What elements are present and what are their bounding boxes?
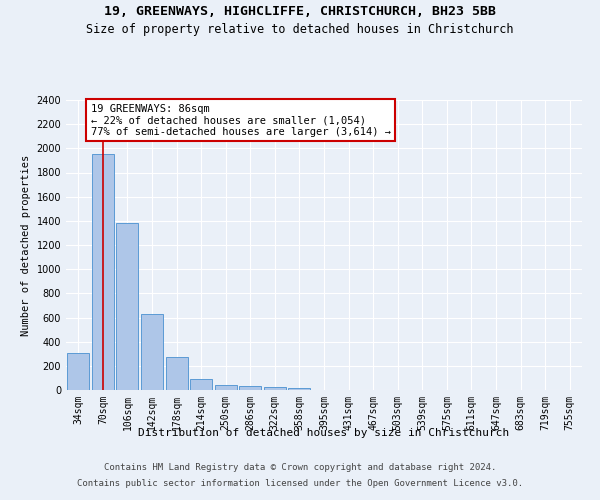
Bar [289, 388, 310, 390]
Text: Size of property relative to detached houses in Christchurch: Size of property relative to detached ho… [86, 22, 514, 36]
Text: 19 GREENWAYS: 86sqm
← 22% of detached houses are smaller (1,054)
77% of semi-det: 19 GREENWAYS: 86sqm ← 22% of detached ho… [91, 104, 391, 137]
Bar [166, 358, 188, 390]
Text: 19, GREENWAYS, HIGHCLIFFE, CHRISTCHURCH, BH23 5BB: 19, GREENWAYS, HIGHCLIFFE, CHRISTCHURCH,… [104, 5, 496, 18]
Text: Contains public sector information licensed under the Open Government Licence v3: Contains public sector information licen… [77, 478, 523, 488]
Text: Distribution of detached houses by size in Christchurch: Distribution of detached houses by size … [139, 428, 509, 438]
Bar [190, 378, 212, 390]
Bar [116, 223, 139, 390]
Bar [215, 384, 237, 390]
Bar [264, 387, 286, 390]
Bar [92, 154, 114, 390]
Bar [239, 386, 262, 390]
Bar [141, 314, 163, 390]
Bar [67, 352, 89, 390]
Text: Contains HM Land Registry data © Crown copyright and database right 2024.: Contains HM Land Registry data © Crown c… [104, 464, 496, 472]
Y-axis label: Number of detached properties: Number of detached properties [21, 154, 31, 336]
